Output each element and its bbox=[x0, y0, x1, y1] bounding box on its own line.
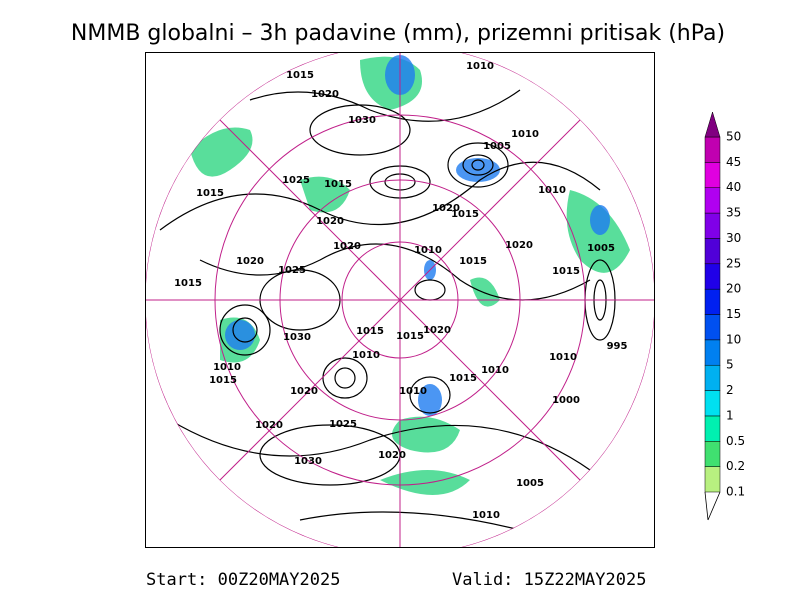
contour-label: 1020 bbox=[255, 420, 283, 431]
colorbar-swatch bbox=[704, 212, 721, 239]
contour-label: 1015 bbox=[174, 278, 202, 289]
colorbar-label: 50 bbox=[726, 130, 741, 144]
colorbar-swatch bbox=[704, 136, 721, 163]
contour-label: 1020 bbox=[432, 203, 460, 214]
contour-label: 1010 bbox=[466, 61, 494, 72]
colorbar-tail bbox=[704, 491, 721, 521]
colorbar-label: 0.5 bbox=[726, 434, 745, 448]
colorbar-swatch bbox=[704, 364, 721, 391]
contour-label: 1015 bbox=[396, 331, 424, 342]
contour-label: 1030 bbox=[283, 332, 311, 343]
colorbar-swatch bbox=[704, 466, 721, 493]
colorbar-label: 35 bbox=[726, 206, 741, 220]
contour-label: 1020 bbox=[333, 241, 361, 252]
contour-label: 1015 bbox=[552, 266, 580, 277]
colorbar-swatch bbox=[704, 238, 721, 265]
contour-label: 1010 bbox=[511, 129, 539, 140]
map-frame bbox=[145, 52, 655, 548]
colorbar-swatch bbox=[704, 314, 721, 341]
contour-label: 1005 bbox=[516, 478, 544, 489]
valid-time: Valid: 15Z22MAY2025 bbox=[452, 570, 646, 590]
colorbar-swatch bbox=[704, 415, 721, 442]
colorbar-swatch bbox=[704, 441, 721, 467]
contour-label: 1005 bbox=[483, 141, 511, 152]
colorbar-label: 5 bbox=[726, 358, 734, 372]
contour-label: 1025 bbox=[282, 175, 310, 186]
graticule bbox=[146, 53, 654, 547]
contour-label: 1020 bbox=[236, 256, 264, 267]
colorbar-label: 20 bbox=[726, 282, 741, 296]
colorbar-label: 2 bbox=[726, 383, 734, 397]
contour-label: 1020 bbox=[378, 450, 406, 461]
colorbar-label: 40 bbox=[726, 180, 741, 194]
colorbar-label: 15 bbox=[726, 307, 741, 321]
contour-label: 1015 bbox=[449, 373, 477, 384]
contour-label: 1010 bbox=[213, 362, 241, 373]
colorbar-swatch bbox=[704, 288, 721, 315]
contour-label: 1025 bbox=[329, 419, 357, 430]
colorbar-label: 1 bbox=[726, 408, 734, 422]
contour-label: 1030 bbox=[348, 115, 376, 126]
contour-label: 1010 bbox=[538, 185, 566, 196]
contour-label: 1015 bbox=[209, 375, 237, 386]
precip-light bbox=[190, 56, 630, 495]
contour-label: 1010 bbox=[472, 510, 500, 521]
colorbar-label: 10 bbox=[726, 332, 741, 346]
colorbar-label: 25 bbox=[726, 256, 741, 270]
contour-label: 1030 bbox=[294, 456, 322, 467]
contour-label: 1010 bbox=[414, 245, 442, 256]
map-title: NMMB globalni – 3h padavine (mm), prizem… bbox=[71, 21, 725, 46]
contour-label: 1005 bbox=[587, 243, 615, 254]
contour-label: 1015 bbox=[196, 188, 224, 199]
contour-label: 1015 bbox=[286, 70, 314, 81]
colorbar-label: 45 bbox=[726, 155, 741, 169]
contour-label: 1020 bbox=[316, 216, 344, 227]
contour-label: 1015 bbox=[356, 326, 384, 337]
contour-label: 1015 bbox=[451, 209, 479, 220]
contour-label: 1015 bbox=[324, 179, 352, 190]
colorbar-swatch bbox=[704, 339, 721, 366]
colorbar-swatch bbox=[704, 187, 721, 214]
contour-label: 1020 bbox=[423, 325, 451, 336]
colorbar-label: 0.1 bbox=[726, 485, 745, 499]
contour-label: 1015 bbox=[459, 256, 487, 267]
colorbar-swatch bbox=[704, 263, 721, 290]
colorbar-swatch bbox=[704, 390, 721, 417]
contour-label: 1010 bbox=[481, 365, 509, 376]
colorbar-swatch bbox=[704, 162, 721, 188]
contour-label: 1000 bbox=[552, 395, 580, 406]
contour-label: 995 bbox=[607, 341, 628, 352]
contour-label: 1010 bbox=[352, 350, 380, 361]
colorbar-label: 0.2 bbox=[726, 459, 745, 473]
colorbar-arrow bbox=[704, 111, 721, 138]
start-time: Start: 00Z20MAY2025 bbox=[146, 570, 340, 590]
contour-label: 1025 bbox=[278, 265, 306, 276]
colorbar-label: 30 bbox=[726, 231, 741, 245]
contour-label: 1020 bbox=[290, 386, 318, 397]
contour-label: 1020 bbox=[311, 89, 339, 100]
contour-label: 1020 bbox=[505, 240, 533, 251]
contour-label: 1010 bbox=[549, 352, 577, 363]
contour-label: 1010 bbox=[399, 386, 427, 397]
